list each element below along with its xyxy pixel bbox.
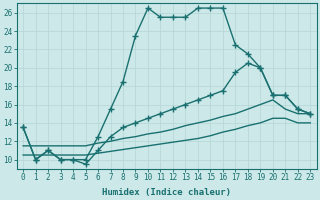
X-axis label: Humidex (Indice chaleur): Humidex (Indice chaleur): [102, 188, 231, 197]
